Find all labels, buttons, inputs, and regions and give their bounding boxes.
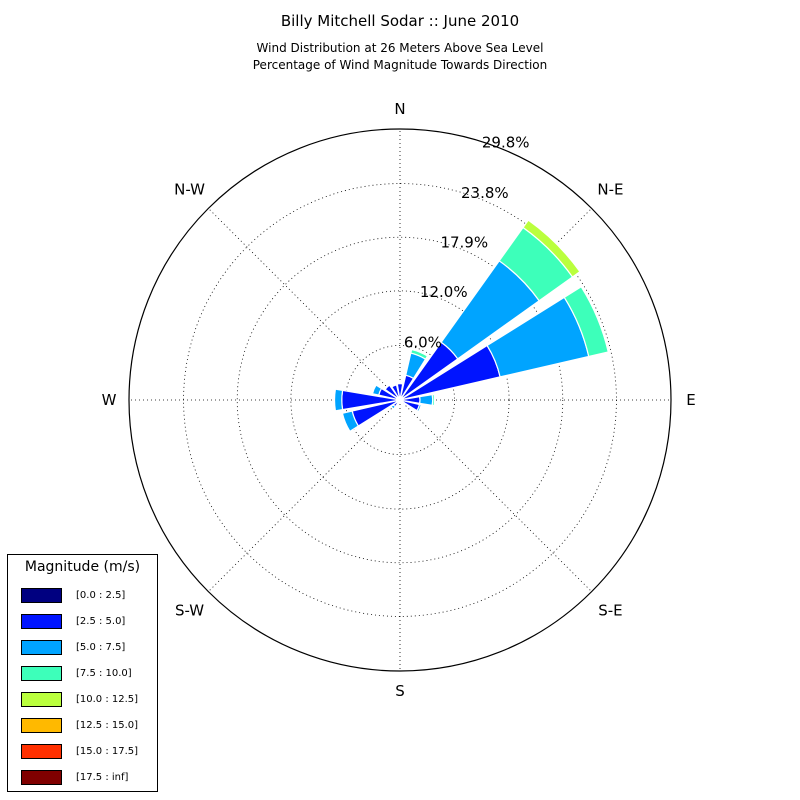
- legend-label: [10.0 : 12.5]: [76, 694, 139, 705]
- legend: Magnitude (m/s) [0.0 : 2.5] [2.5 : 5.0] [5…: [7, 554, 158, 792]
- legend-swatch: [21, 666, 62, 681]
- chart-subtitle: Wind Distribution at 26 Meters Above Sea…: [0, 40, 800, 74]
- wind-bar-segment: [333, 388, 344, 412]
- legend-label: [5.0 : 7.5]: [76, 642, 126, 653]
- legend-label: [7.5 : 10.0]: [76, 668, 132, 679]
- legend-swatch: [21, 744, 62, 759]
- radial-tick-label: 12.0%: [420, 283, 468, 301]
- subtitle-line-2: Percentage of Wind Magnitude Towards Dir…: [252, 58, 548, 72]
- wind-bar-segment: [390, 403, 397, 410]
- legend-label: [17.5 : inf]: [76, 772, 129, 783]
- wind-bar-segment: [371, 384, 383, 396]
- legend-label: [2.5 : 5.0]: [76, 616, 126, 627]
- angular-gridline: [208, 399, 401, 592]
- angular-gridline: [399, 399, 592, 592]
- legend-swatch: [21, 718, 62, 733]
- wind-bar-segment: [419, 393, 434, 407]
- radial-gridline: [290, 290, 510, 510]
- direction-label-e: E: [686, 391, 695, 409]
- legend-item: [15.0 : 17.5]: [21, 744, 151, 760]
- outer-circle: [128, 128, 672, 672]
- radial-tick-label: 23.8%: [461, 184, 509, 202]
- legend-label: [0.0 : 2.5]: [76, 590, 126, 601]
- direction-label-s: S: [395, 682, 405, 700]
- legend-label: [15.0 : 17.5]: [76, 746, 139, 757]
- wind-bar-segment: [410, 348, 429, 360]
- legend-swatch: [21, 692, 62, 707]
- legend-item: [7.5 : 10.0]: [21, 666, 151, 682]
- legend-swatch: [21, 770, 62, 785]
- direction-label-n-e: N-E: [597, 181, 623, 199]
- radial-tick-label: 17.9%: [440, 234, 488, 252]
- wind-bar-segment: [384, 384, 399, 399]
- polar-grid: [128, 128, 672, 672]
- radial-tick-label: 6.0%: [404, 334, 442, 352]
- legend-item: [5.0 : 7.5]: [21, 640, 151, 656]
- direction-label-n-w: N-W: [174, 181, 205, 199]
- wind-bar-segment: [416, 403, 422, 413]
- legend-item: [2.5 : 5.0]: [21, 614, 151, 630]
- direction-label-n: N: [394, 100, 405, 118]
- legend-title: Magnitude (m/s): [24, 559, 141, 575]
- legend-label: [12.5 : 15.0]: [76, 720, 139, 731]
- wind-bar-segment: [522, 219, 581, 278]
- legend-item: [17.5 : inf]: [21, 770, 151, 786]
- legend-swatch: [21, 614, 62, 629]
- direction-label-s-w: S-W: [175, 601, 204, 619]
- direction-label-w: W: [102, 391, 117, 409]
- radial-gridline: [345, 345, 455, 455]
- angular-gridline: [208, 208, 401, 401]
- legend-item: [12.5 : 15.0]: [21, 718, 151, 734]
- subtitle-line-1: Wind Distribution at 26 Meters Above Sea…: [256, 41, 544, 55]
- legend-item: [0.0 : 2.5]: [21, 588, 151, 604]
- radial-gridline: [236, 236, 564, 564]
- direction-label-s-e: S-E: [598, 601, 622, 619]
- legend-item: [10.0 : 12.5]: [21, 692, 151, 708]
- wind-bar-segment: [341, 410, 360, 433]
- wind-bar-segment: [390, 384, 401, 399]
- chart-title: Billy Mitchell Sodar :: June 2010: [280, 12, 520, 30]
- legend-swatch: [21, 588, 62, 603]
- wind-bar-segment: [431, 393, 436, 407]
- wind-bars: [333, 219, 609, 433]
- legend-swatch: [21, 640, 62, 655]
- wind-bar-segment: [563, 285, 609, 358]
- radial-tick-label: 29.8%: [482, 134, 530, 152]
- axis-labels: 6.0% 12.0% 17.9% 23.8% 29.8% N N-E E S-E S S-W W N-W: [102, 100, 696, 700]
